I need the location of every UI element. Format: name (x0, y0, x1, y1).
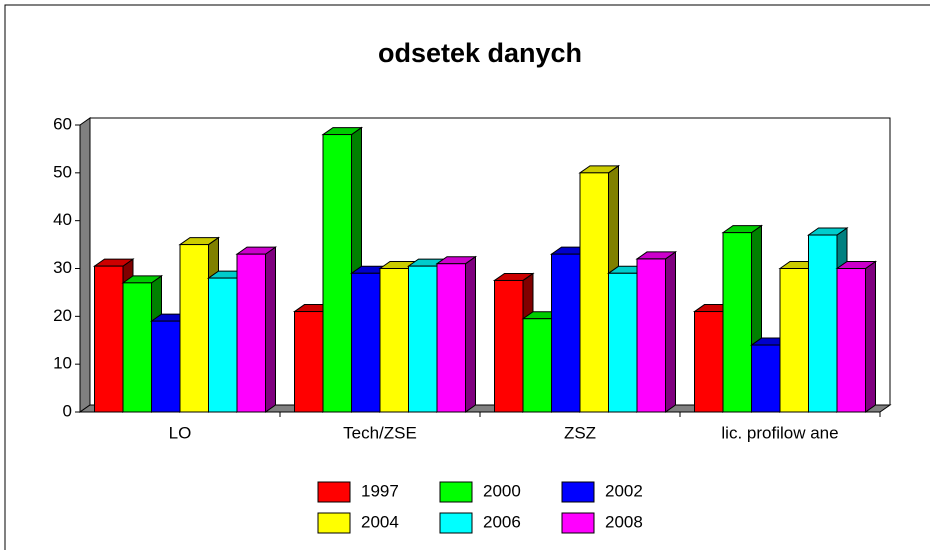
legend-label: 2006 (483, 512, 521, 531)
bar (408, 265, 438, 413)
bar (322, 134, 352, 413)
legend-swatch (317, 481, 351, 503)
bar (751, 344, 781, 413)
legend-label: 2000 (483, 481, 521, 500)
bar (494, 279, 524, 413)
bar (636, 258, 666, 413)
legend-label: 1997 (361, 481, 399, 500)
left-wall (79, 117, 91, 413)
bar (579, 172, 609, 413)
bar (608, 272, 638, 413)
legend-label: 2002 (605, 481, 643, 500)
bar (379, 268, 409, 413)
legend-swatch (439, 481, 473, 503)
y-tick-label: 30 (53, 258, 72, 277)
bar (436, 263, 466, 413)
bar-side (465, 255, 476, 413)
bar-side (265, 246, 276, 413)
bar (694, 311, 724, 413)
legend-swatch (561, 512, 595, 534)
y-tick-label: 0 (63, 401, 72, 420)
bar (294, 311, 324, 413)
bar-side (865, 260, 876, 413)
bar (179, 244, 209, 413)
legend-label: 2008 (605, 512, 643, 531)
bar (808, 234, 838, 413)
y-tick-label: 60 (53, 114, 72, 133)
bar (779, 268, 809, 413)
chart-title: odsetek danych (378, 38, 582, 68)
bar-side (665, 250, 676, 413)
y-tick-label: 40 (53, 210, 72, 229)
bar (94, 265, 124, 413)
bar (522, 318, 552, 413)
x-tick-label: lic. profilow ane (721, 423, 838, 442)
bar (236, 253, 266, 413)
bar (836, 268, 866, 413)
y-tick-label: 10 (53, 354, 72, 373)
x-tick-label: LO (169, 423, 192, 442)
bar (351, 272, 381, 413)
legend-label: 2004 (361, 512, 399, 531)
legend-swatch (317, 512, 351, 534)
bar (151, 320, 181, 413)
legend-swatch (439, 512, 473, 534)
bar (722, 232, 752, 413)
legend-swatch (561, 481, 595, 503)
bar (551, 253, 581, 413)
bar (208, 277, 238, 413)
x-tick-label: ZSZ (564, 423, 596, 442)
y-tick-label: 50 (53, 162, 72, 181)
x-tick-label: Tech/ZSE (343, 423, 417, 442)
y-tick-label: 20 (53, 306, 72, 325)
bar (122, 282, 152, 413)
